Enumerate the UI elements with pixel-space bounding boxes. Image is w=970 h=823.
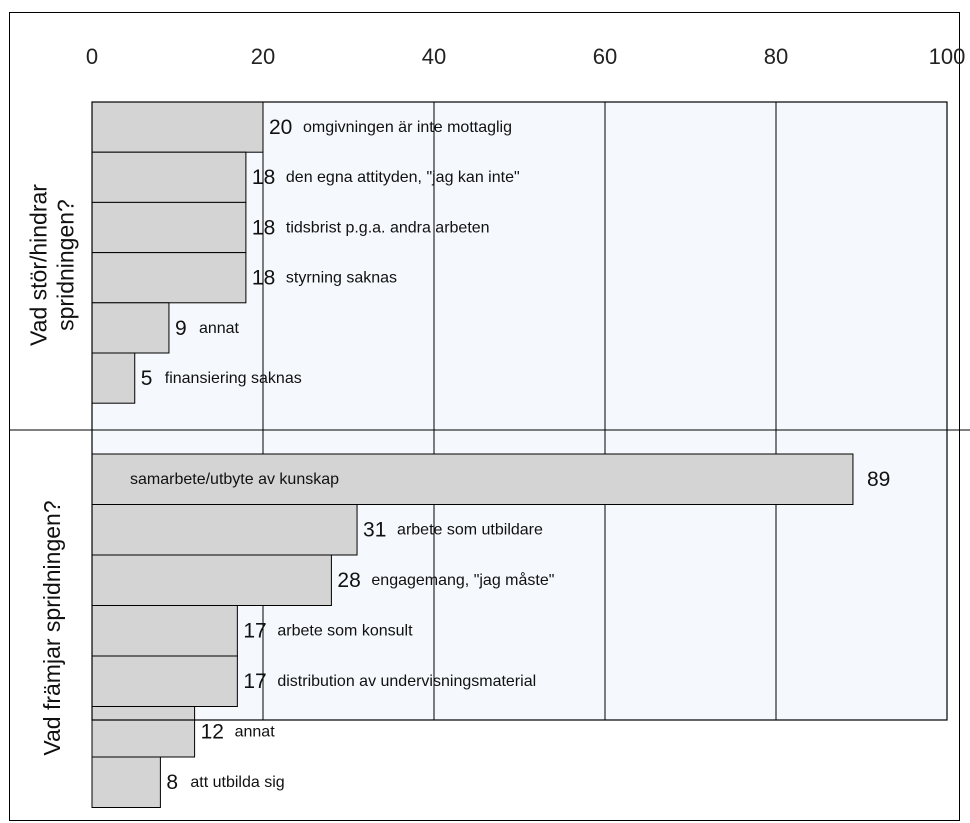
category-label: samarbete/utbyte av kunskap <box>130 471 339 488</box>
data-label: 89 <box>867 468 890 491</box>
bar <box>91 605 238 657</box>
data-label: 9 <box>175 317 187 340</box>
bar <box>91 453 854 505</box>
bar <box>91 554 332 606</box>
bar <box>91 655 238 707</box>
bar <box>91 252 247 304</box>
group-label: Vad stör/hindrarspridningen? <box>26 184 79 346</box>
x-tick-label: 20 <box>251 44 275 69</box>
bar <box>91 302 170 354</box>
category-label: distribution av undervisningsmaterial <box>277 673 536 690</box>
plot-border <box>91 101 948 721</box>
bar <box>91 151 247 203</box>
category-label: att utbilda sig <box>190 774 284 791</box>
group-label: Vad främjar spridningen? <box>39 500 65 755</box>
grid-lines <box>9 102 970 720</box>
x-tick-label: 100 <box>929 44 966 69</box>
group-labels: Vad stör/hindrarspridningen? Vad främjar … <box>26 184 79 756</box>
category-label: omgivningen är inte mottaglig <box>303 119 512 136</box>
bar-labels: 20 omgivningen är inte mottaglig 18 den egn… <box>130 116 890 794</box>
x-tick-label: 40 <box>422 44 446 69</box>
category-label: annat <box>235 724 276 741</box>
category-label: tidsbrist p.g.a. andra arbeten <box>286 219 490 236</box>
group-label-line: spridningen? <box>53 199 79 331</box>
x-tick-label: 80 <box>764 44 788 69</box>
data-label: 18 <box>252 267 275 290</box>
category-label: finansiering saknas <box>165 370 302 387</box>
bar <box>91 201 247 254</box>
x-axis: 0 20 40 60 80 100 <box>86 44 965 69</box>
category-label: arbete som utbildare <box>397 522 543 539</box>
category-label: arbete som konsult <box>277 623 413 640</box>
data-label: 31 <box>363 519 386 542</box>
x-tick-label: 60 <box>593 44 617 69</box>
data-label: 17 <box>243 670 266 693</box>
category-label: styrning saknas <box>286 270 397 287</box>
data-label: 5 <box>141 367 153 390</box>
group-label-line: Vad stör/hindrar <box>26 184 52 346</box>
data-label: 12 <box>201 721 224 744</box>
category-label: den egna attityden, "jag kan inte" <box>286 169 520 186</box>
bar <box>91 352 136 404</box>
data-label: 17 <box>243 620 266 643</box>
bar <box>91 706 196 758</box>
bar <box>91 101 264 153</box>
group-label-line: Vad främjar spridningen? <box>39 500 65 755</box>
bar <box>91 504 358 556</box>
bar <box>91 756 161 808</box>
data-label: 28 <box>337 569 360 592</box>
bars <box>91 101 854 808</box>
data-label: 18 <box>252 216 275 239</box>
category-label: annat <box>199 320 240 337</box>
data-label: 18 <box>252 166 275 189</box>
data-label: 20 <box>269 116 292 139</box>
data-label: 8 <box>166 771 178 794</box>
x-tick-label: 0 <box>86 44 98 69</box>
category-label: engagemang, "jag måste" <box>371 571 554 589</box>
